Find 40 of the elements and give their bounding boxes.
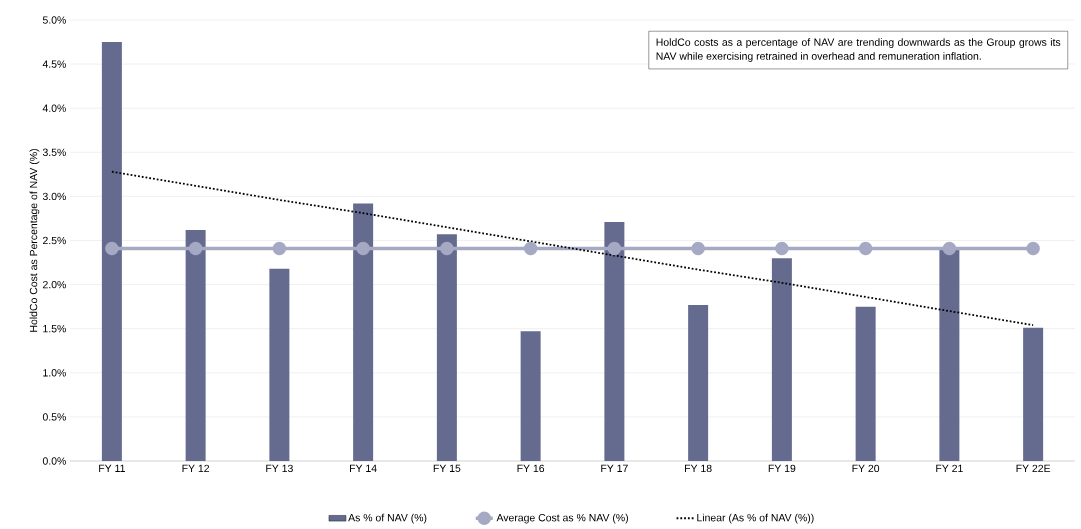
- x-tick-label: FY 12: [182, 464, 210, 472]
- y-tick-label: 3.0%: [42, 192, 66, 201]
- x-tick-label: FY 17: [601, 464, 628, 472]
- x-tick-label: FY 22E: [1016, 464, 1051, 472]
- bar: [185, 229, 206, 461]
- x-tick-label: FY 13: [266, 464, 293, 473]
- y-tick-label: 0.0%: [42, 457, 66, 465]
- legend-label: Average Cost as % NAV (%): [496, 513, 628, 524]
- y-tick-label: 4.0%: [42, 104, 66, 112]
- x-tick-label: FY 14: [350, 464, 377, 472]
- x-tick-label: FY 19: [768, 464, 796, 473]
- x-tick-label: FY 16: [517, 464, 545, 473]
- legend-label: Linear (As % of NAV (%)): [697, 513, 814, 524]
- y-axis-title: HoldCo Cost as Percentage of NAV (%): [29, 149, 40, 332]
- bar: [353, 203, 374, 461]
- bar: [939, 247, 960, 461]
- y-tick-label: 4.5%: [42, 60, 66, 68]
- y-tick-label: 3.5%: [42, 148, 66, 157]
- y-tick-label: 0.5%: [42, 413, 66, 421]
- bar: [436, 234, 457, 461]
- legend-label: As % of NAV (%): [348, 513, 427, 524]
- x-tick-label: FY 11: [99, 464, 125, 472]
- bar: [1023, 327, 1044, 461]
- y-tick-label: 5.0%: [42, 16, 66, 24]
- y-tick-label: 1.0%: [43, 369, 66, 377]
- x-tick-label: FY 15: [433, 464, 461, 472]
- y-tick-label: 2.5%: [43, 236, 66, 245]
- bar: [604, 221, 625, 461]
- x-tick-label: FY 18: [685, 464, 712, 473]
- y-tick-label: 2.0%: [43, 280, 66, 289]
- x-tick-label: FY 21: [936, 464, 963, 472]
- bar: [855, 306, 876, 461]
- bar: [688, 304, 709, 461]
- annotation: HoldCo costs as a percentage of NAV are trending downwards as the Group grows its NAV while exercising retrained in overhead and remuneration inflation.: [656, 38, 1061, 62]
- bar: [520, 331, 541, 461]
- x-tick-label: FY 20: [852, 464, 880, 473]
- bar: [101, 42, 122, 461]
- y-tick-label: 1.5%: [43, 325, 66, 333]
- bar: [269, 268, 290, 461]
- bar: [771, 258, 792, 461]
